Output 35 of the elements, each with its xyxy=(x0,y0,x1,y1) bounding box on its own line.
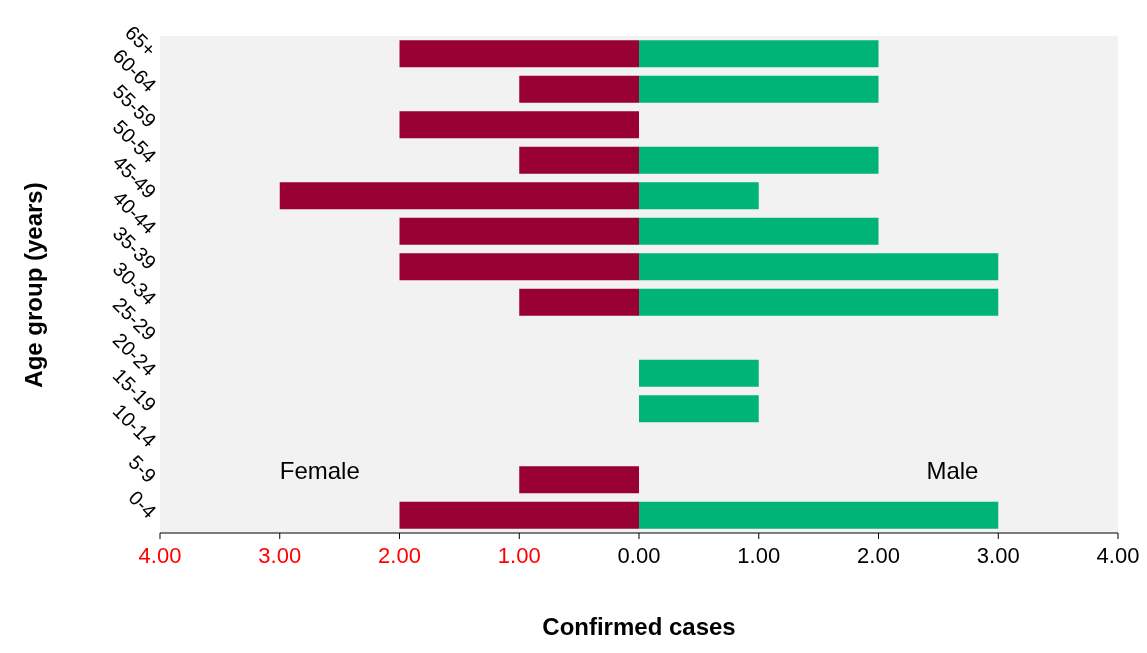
series-label: Male xyxy=(926,456,979,485)
bar xyxy=(519,466,639,494)
bar xyxy=(519,288,639,316)
x-tick-label: 3.00 xyxy=(258,543,302,568)
bar xyxy=(399,501,639,529)
bar xyxy=(639,182,759,210)
x-tick-label: 2.00 xyxy=(378,543,421,568)
bar xyxy=(639,253,999,281)
x-tick-label: 0.00 xyxy=(617,543,661,568)
x-axis-title: Confirmed cases xyxy=(541,613,737,641)
bar xyxy=(399,217,639,245)
bar xyxy=(639,501,999,529)
bar xyxy=(519,146,639,174)
bar xyxy=(639,146,879,174)
bar xyxy=(639,288,999,316)
x-tick-label: 1.00 xyxy=(737,543,781,568)
x-tick-label: 4.00 xyxy=(138,543,182,568)
bar xyxy=(639,40,879,68)
bar xyxy=(639,395,759,423)
y-tick-label: 0-4 xyxy=(124,486,161,523)
y-tick-label: 5-9 xyxy=(124,450,161,487)
bar xyxy=(639,75,879,103)
x-tick-label: 3.00 xyxy=(976,543,1020,568)
x-tick-label: 1.00 xyxy=(497,543,541,568)
bar xyxy=(279,182,639,210)
bar xyxy=(399,40,639,68)
bar xyxy=(639,359,759,387)
bar xyxy=(399,111,639,139)
y-axis-title: Age group (years) xyxy=(20,181,48,388)
x-tick-label: 2.00 xyxy=(857,543,900,568)
bar xyxy=(639,217,879,245)
bar xyxy=(399,253,639,281)
bar xyxy=(519,75,639,103)
x-tick-label: 4.00 xyxy=(1096,543,1140,568)
series-label: Female xyxy=(279,456,360,485)
